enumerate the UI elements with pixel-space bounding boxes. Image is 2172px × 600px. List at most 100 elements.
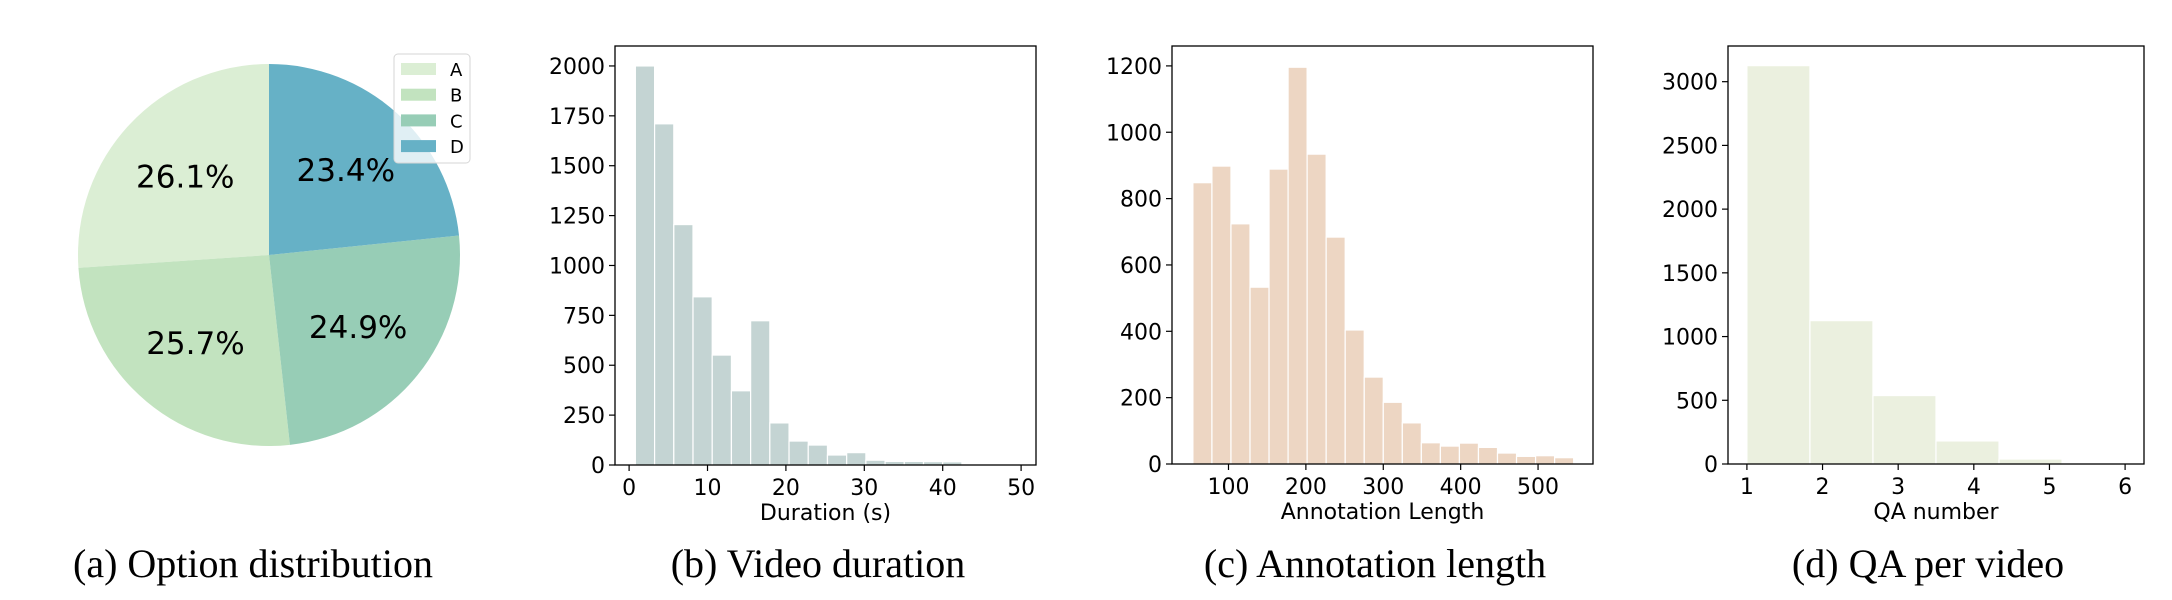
legend-swatch-A [401, 63, 436, 75]
y-tick-label: 500 [1676, 389, 1718, 414]
x-tick-label: 300 [1362, 475, 1404, 500]
histogram-bar [711, 354, 733, 466]
histogram-bar [1211, 165, 1232, 465]
y-tick-label: 0 [1148, 453, 1162, 478]
histogram-bar [1746, 65, 1811, 465]
histogram-bar [1534, 455, 1556, 465]
legend-box [393, 53, 471, 164]
y-tick-label: 1250 [549, 205, 605, 230]
y-tick-label: 2500 [1662, 134, 1718, 159]
histogram-bar [1249, 286, 1270, 465]
histogram-bar [1458, 442, 1480, 465]
y-tick-label: 1000 [1106, 121, 1162, 146]
histogram-bar [1998, 458, 2063, 465]
y-tick-label: 1750 [549, 105, 605, 130]
x-axis-label: Duration (s) [760, 501, 891, 526]
histogram-bar [1935, 440, 2000, 465]
histogram-bar [1515, 455, 1537, 465]
histogram-bar [846, 452, 867, 466]
pie-label-C: 24.9% [309, 310, 407, 346]
histogram-qa-per-video: 1 2 3 4 5 6 0 500 1000 1500 2000 2500 3000 QA number (… [1662, 45, 2145, 586]
pie-label-B: 25.7% [146, 326, 244, 362]
y-tick-label: 600 [1120, 254, 1162, 279]
x-tick-label: 50 [1007, 476, 1035, 501]
histogram-bar [634, 65, 656, 466]
y-tick-label: 1200 [1106, 55, 1162, 80]
y-tick-label: 1500 [549, 155, 605, 180]
legend-label-A: A [450, 60, 463, 81]
x-tick-label: 100 [1207, 475, 1249, 500]
legend-swatch-D [401, 140, 436, 153]
histogram-bar [1230, 223, 1251, 465]
histogram-bar [1401, 422, 1422, 465]
y-tick-label: 800 [1120, 188, 1162, 213]
x-tick-label: 4 [1967, 475, 1981, 500]
caption: (a) Option distribution [73, 541, 433, 586]
pie-slice-B [78, 255, 290, 446]
legend-swatch-C [401, 114, 436, 127]
y-tick-label: 1000 [1662, 326, 1718, 351]
x-tick-label: 400 [1440, 475, 1482, 500]
pie-slice-D [269, 64, 460, 255]
x-tick-label: 40 [929, 476, 957, 501]
caption: (b) Video duration [671, 541, 966, 586]
histogram-bar [1268, 168, 1289, 465]
x-tick-label: 3 [1891, 475, 1905, 500]
histogram-annotation-length: 100 200 300 400 500 0 200 400 600 800 1000 1200 Anno… [1106, 45, 1594, 586]
x-tick-label: 5 [2042, 475, 2056, 500]
histogram-bar [1306, 153, 1327, 465]
histogram-bar [730, 390, 752, 466]
histogram-bar [1363, 376, 1384, 465]
histogram-bar [1287, 66, 1308, 465]
histogram-bar [1477, 446, 1499, 465]
axes-frame [614, 45, 1037, 466]
histogram-bar [1809, 320, 1874, 465]
histogram-bar [1496, 452, 1518, 465]
pie-slice-C [269, 235, 460, 445]
x-tick-label: 0 [622, 476, 636, 501]
y-tick-label: 250 [563, 404, 605, 429]
histogram-bar [1439, 445, 1461, 465]
x-tick-label: 1 [1740, 475, 1754, 500]
y-tick-label: 1500 [1662, 262, 1718, 287]
histogram-bar [1382, 401, 1403, 465]
caption: (c) Annotation length [1204, 541, 1546, 586]
histogram-bar [653, 123, 675, 466]
histogram-bar [673, 223, 694, 466]
histogram-bar [788, 440, 809, 466]
y-tick-label: 200 [1120, 387, 1162, 412]
histogram-bar [769, 422, 790, 466]
x-tick-label: 30 [850, 476, 878, 501]
histogram-bar [750, 320, 771, 466]
histogram-bar [826, 454, 848, 466]
y-tick-label: 750 [563, 304, 605, 329]
histogram-bar [692, 296, 713, 466]
legend-label-C: C [450, 111, 463, 132]
axes-frame [1171, 45, 1594, 465]
axes-frame [1727, 45, 2145, 465]
x-axis-label: Annotation Length [1281, 500, 1485, 525]
histogram-bar [807, 444, 829, 466]
legend-label-D: D [450, 137, 464, 158]
histogram-bar [1344, 329, 1365, 465]
caption: (d) QA per video [1792, 541, 2064, 586]
x-tick-label: 6 [2118, 475, 2132, 500]
histogram-bar [1325, 236, 1346, 465]
histogram-bar [1872, 394, 1937, 465]
y-tick-label: 0 [1704, 453, 1718, 478]
histogram-bar [1192, 182, 1213, 465]
y-tick-label: 3000 [1662, 71, 1718, 96]
x-tick-label: 500 [1517, 475, 1559, 500]
y-tick-label: 0 [591, 454, 605, 479]
x-tick-label: 20 [772, 476, 800, 501]
pie-slice-A [77, 64, 269, 268]
y-tick-label: 400 [1120, 320, 1162, 345]
histogram-bar [1554, 457, 1575, 465]
x-tick-label: 200 [1285, 475, 1327, 500]
pie-label-D: 23.4% [297, 153, 395, 189]
pie-label-A: 26.1% [136, 160, 234, 196]
legend-swatch-B [401, 88, 436, 101]
